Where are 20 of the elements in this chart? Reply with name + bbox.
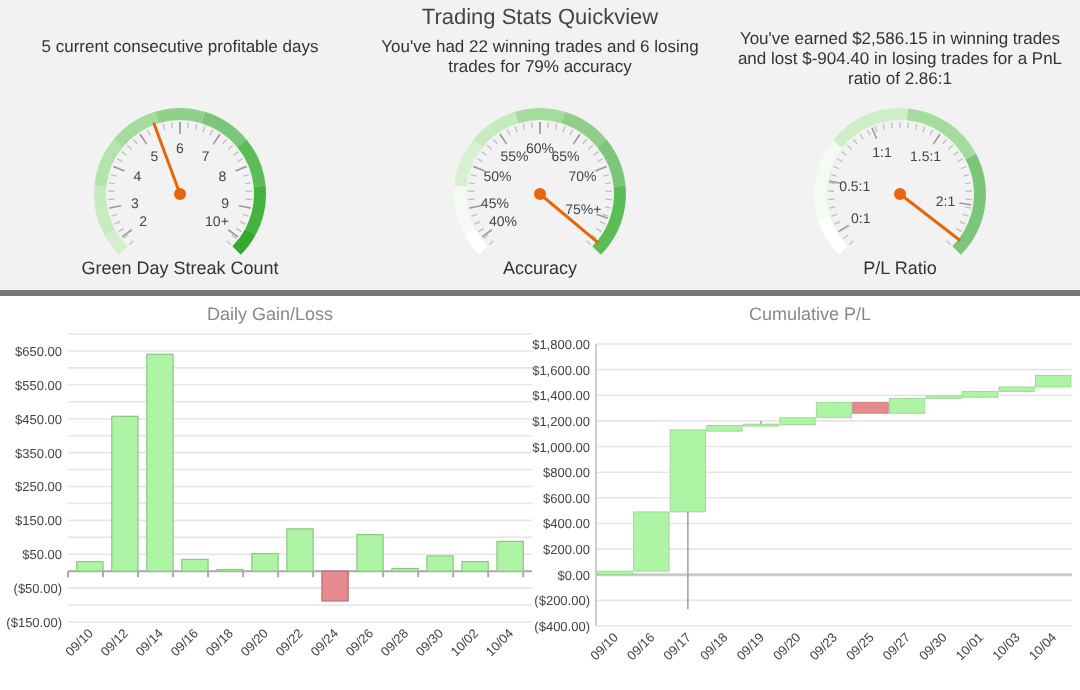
chart-subtitle: 5 current consecutive profitable days (41, 36, 319, 56)
bar (461, 561, 489, 572)
bar (426, 555, 454, 572)
bar (146, 353, 174, 572)
bar (76, 561, 104, 572)
bar (286, 528, 314, 572)
bar (111, 415, 139, 572)
bar (181, 558, 209, 572)
bar (356, 533, 384, 572)
chart-title: Cumulative P/L (748, 304, 872, 324)
bar (321, 570, 349, 602)
bar (496, 540, 524, 572)
text: Accuracy (502, 258, 579, 278)
chart-subtitle: You've had 22 winning trades and 6 losing trades for 79% accuracy (381, 36, 700, 76)
bar (251, 552, 279, 572)
chart-title: Trading Stats Quickview (421, 6, 659, 30)
chart-title: Daily Gain/Loss (206, 304, 335, 324)
text: Green Day Streak Count (81, 258, 280, 278)
chart-subtitle: You've earned $2,586.15 in winning trades and lost $-904.40 in losing trades for a PnL ratio of 2.86:1 (737, 28, 1063, 88)
text: P/L Ratio (863, 258, 937, 278)
